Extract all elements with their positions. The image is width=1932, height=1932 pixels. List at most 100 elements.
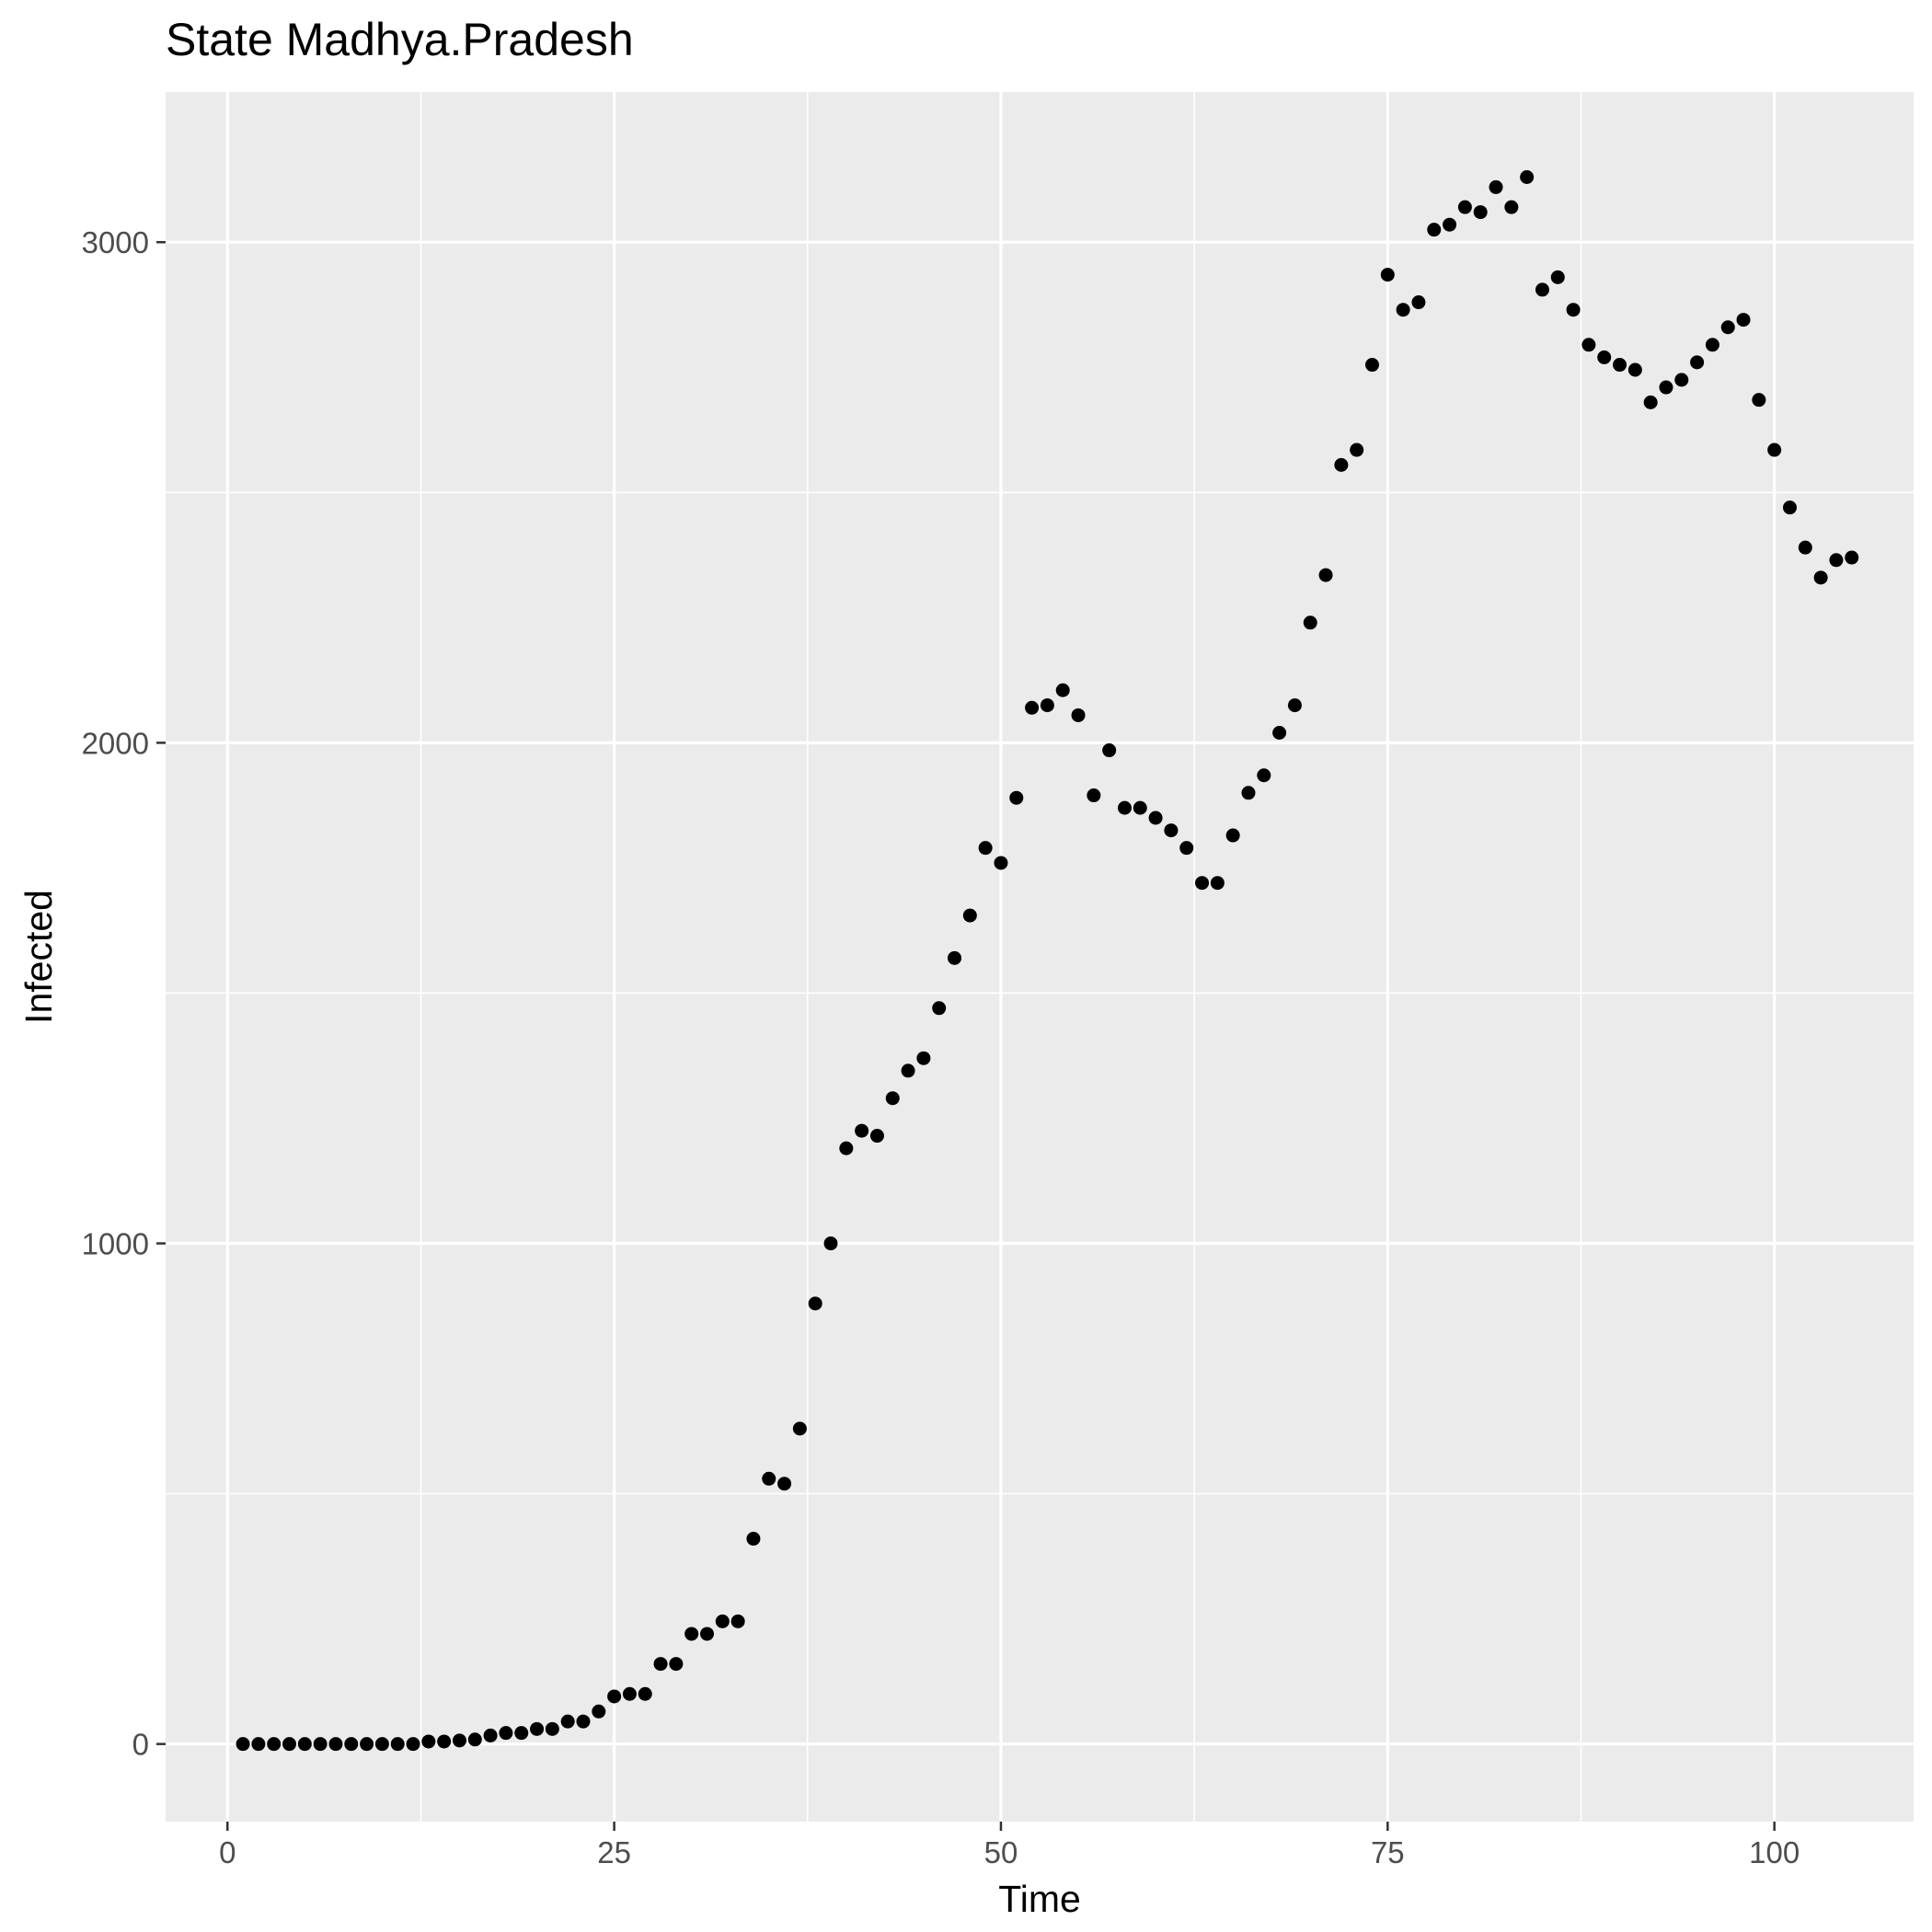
data-point [1705, 338, 1719, 352]
data-point [1272, 725, 1287, 740]
major-gridlines [166, 92, 1914, 1822]
data-point [1504, 200, 1519, 214]
data-point [1798, 540, 1812, 555]
data-point [1535, 282, 1549, 297]
data-point [467, 1732, 482, 1747]
data-point [1427, 223, 1442, 237]
data-point [916, 1051, 931, 1065]
data-point [730, 1614, 745, 1628]
data-point [1690, 355, 1705, 370]
data-point [313, 1737, 328, 1752]
data-point [1767, 443, 1782, 457]
data-point [669, 1657, 684, 1672]
data-point [1164, 823, 1179, 838]
data-point [1225, 828, 1240, 843]
data-point [374, 1737, 389, 1752]
data-point [1845, 550, 1859, 565]
x-axis: 0 25 50 75 100 [219, 1822, 1800, 1869]
data-point [421, 1734, 436, 1749]
data-point [297, 1737, 312, 1752]
data-point [1133, 800, 1147, 815]
x-tick-label: 50 [984, 1835, 1018, 1869]
data-point [1009, 790, 1024, 805]
data-point [607, 1689, 622, 1704]
data-point [1627, 362, 1642, 377]
data-point [792, 1421, 807, 1436]
data-point [1752, 393, 1766, 408]
y-axis: 0 1000 2000 3000 [82, 225, 166, 1762]
data-point [1443, 217, 1457, 232]
x-tick-label: 25 [597, 1835, 631, 1869]
data-point [1040, 698, 1054, 713]
y-tick-label: 0 [132, 1728, 149, 1762]
data-point [530, 1721, 545, 1736]
data-point [406, 1737, 420, 1752]
data-point [715, 1614, 730, 1628]
data-point [344, 1737, 359, 1752]
data-point [545, 1721, 559, 1736]
data-point [1659, 380, 1673, 395]
data-point [483, 1728, 498, 1742]
data-point [1365, 358, 1380, 373]
data-points [236, 170, 1859, 1752]
data-point [622, 1686, 637, 1701]
data-point [1025, 700, 1040, 715]
data-point [499, 1726, 513, 1741]
data-point [1055, 683, 1070, 697]
data-point [684, 1627, 699, 1641]
data-point [1071, 707, 1086, 722]
data-point [1813, 570, 1828, 585]
data-point [1303, 615, 1317, 630]
data-point [328, 1737, 343, 1752]
y-axis-title: Infected [17, 890, 60, 1024]
data-point [251, 1737, 266, 1752]
data-point [1195, 876, 1210, 891]
data-point [855, 1123, 869, 1138]
data-point [1643, 395, 1658, 409]
data-point [1457, 200, 1472, 214]
x-tick-label: 0 [219, 1835, 236, 1869]
data-point [653, 1657, 668, 1672]
y-tick-label: 3000 [82, 225, 149, 259]
data-point [823, 1236, 838, 1251]
data-point [994, 856, 1008, 870]
data-point [777, 1477, 792, 1491]
data-point [962, 908, 977, 923]
data-point [1736, 313, 1751, 328]
data-point [390, 1737, 405, 1752]
data-point [1581, 338, 1596, 352]
data-point [1148, 811, 1163, 825]
data-point [978, 841, 993, 856]
minor-gridlines [166, 92, 1914, 1822]
data-point [1473, 205, 1488, 220]
data-point [592, 1704, 606, 1719]
data-point [1380, 268, 1395, 282]
data-point [1350, 443, 1364, 457]
plot-panel [166, 92, 1914, 1822]
data-point [576, 1714, 591, 1729]
data-point [1720, 320, 1735, 335]
data-point [282, 1737, 297, 1752]
data-point [267, 1737, 282, 1752]
data-point [1257, 768, 1271, 783]
data-point [699, 1627, 714, 1641]
data-point [762, 1471, 776, 1486]
data-point [1829, 553, 1844, 568]
data-point [1179, 841, 1194, 856]
data-point [1782, 500, 1797, 515]
data-point [901, 1064, 915, 1078]
x-tick-label: 75 [1371, 1835, 1405, 1869]
data-point [1550, 270, 1565, 284]
data-point [560, 1714, 575, 1729]
data-point [236, 1737, 250, 1752]
data-point [1318, 568, 1333, 582]
y-tick-label: 2000 [82, 726, 149, 760]
data-point [1566, 303, 1581, 317]
data-point [1102, 743, 1117, 758]
x-tick-label: 100 [1749, 1835, 1800, 1869]
data-point [869, 1129, 884, 1144]
data-point [514, 1726, 529, 1741]
x-axis-title: Time [998, 1878, 1081, 1920]
data-point [1117, 800, 1132, 815]
